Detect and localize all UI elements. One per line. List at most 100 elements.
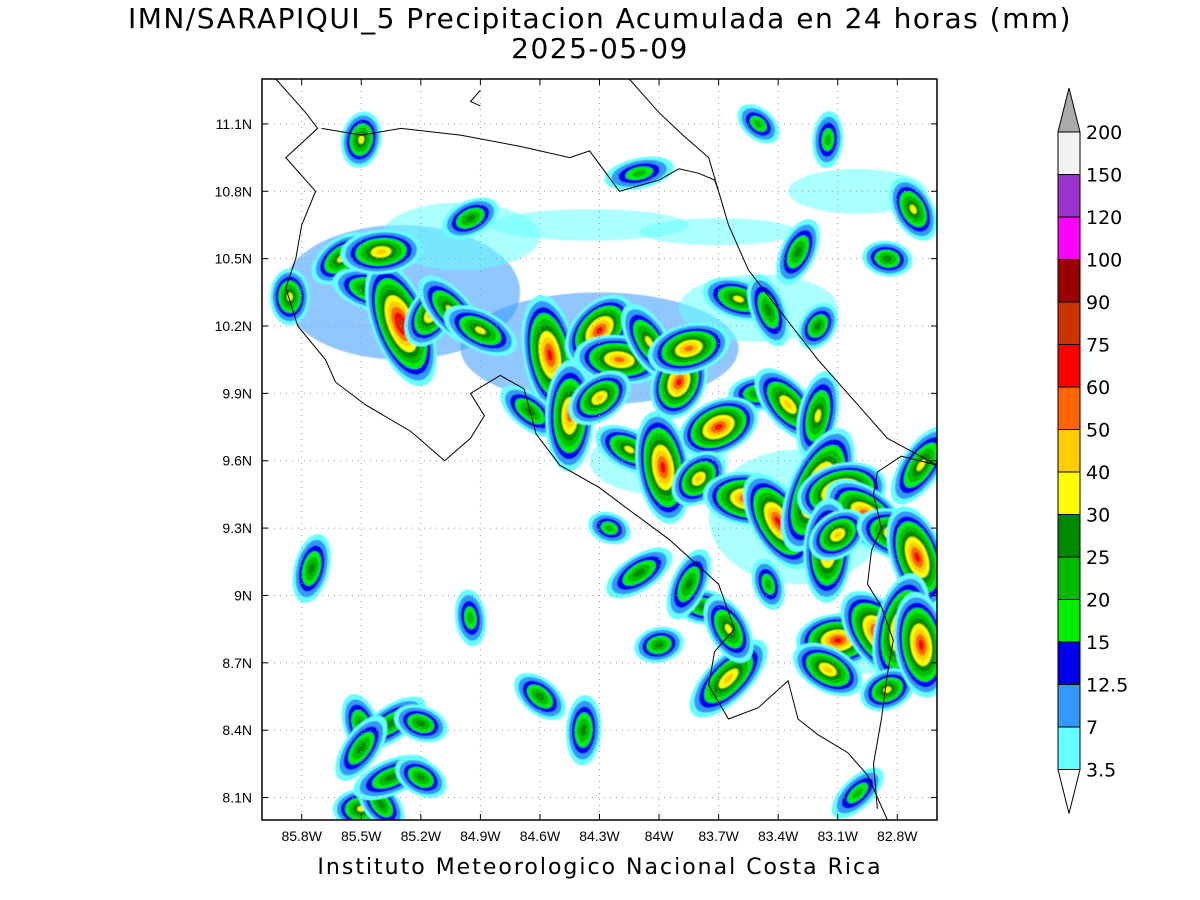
colorbar-swatch	[1057, 174, 1081, 218]
precip-cell	[666, 548, 712, 620]
colorbar-label: 150	[1086, 165, 1122, 187]
precip-cell	[292, 534, 331, 604]
coastlines	[275, 79, 937, 820]
precip-cell	[269, 268, 310, 326]
lat-tick-label: 9.9N	[222, 385, 252, 401]
colorbar-swatch	[1057, 684, 1081, 728]
lon-tick-label: 82.8W	[877, 828, 918, 844]
precip-cell	[797, 302, 839, 350]
lon-tick-label: 84.6W	[520, 828, 561, 844]
precip-cell	[514, 672, 566, 721]
colorbar-swatch	[1057, 599, 1081, 643]
precip-cell	[395, 756, 447, 798]
precip-cell	[751, 558, 785, 610]
lon-tick-label: 83.4W	[758, 828, 799, 844]
precip-cell	[604, 156, 674, 191]
colorbar-label: 90	[1086, 292, 1110, 314]
precip-cell	[443, 305, 517, 356]
footer-credit: Instituto Meteorologico Nacional Costa R…	[317, 855, 883, 880]
precip-cell	[860, 668, 915, 712]
colorbar: 3.5 7 12.5 15 20 25 30 40 50 60 75 90 100 120 150 200	[1057, 87, 1128, 814]
precip-cell	[606, 547, 673, 599]
colorbar-label: 3.5	[1086, 760, 1116, 782]
precip-cell	[335, 715, 388, 781]
lat-tick-label: 10.2N	[215, 318, 252, 334]
precip-cell	[862, 240, 913, 277]
precip-cell	[393, 704, 448, 743]
colorbar-label: 25	[1086, 547, 1110, 569]
lon-tick-label: 83.7W	[698, 828, 739, 844]
colorbar-swatch	[1057, 386, 1081, 430]
lat-tick-label: 9.6N	[222, 453, 252, 469]
lat-tick-label: 8.4N	[222, 722, 252, 738]
precip-patch	[639, 218, 799, 246]
colorbar-label: 75	[1086, 335, 1110, 357]
precipitation-field	[269, 104, 937, 820]
precip-cell	[703, 595, 754, 663]
lat-tick-label: 9.3N	[222, 520, 252, 536]
colorbar-label: 50	[1086, 420, 1110, 442]
lon-tick-label: 84W	[645, 828, 675, 844]
map-date: 2025-05-09	[511, 32, 689, 65]
colorbar-label: 20	[1086, 590, 1110, 612]
lon-tick-label: 85.8W	[281, 828, 322, 844]
colorbar-swatch	[1057, 641, 1081, 685]
coastline	[469, 89, 481, 107]
colorbar-swatch	[1057, 259, 1081, 303]
lon-tick-label: 84.9W	[460, 828, 501, 844]
lat-tick-label: 8.1N	[222, 790, 252, 806]
colorbar-label: 12.5	[1086, 675, 1128, 697]
colorbar-swatch	[1057, 556, 1081, 600]
coastline	[275, 79, 888, 820]
lon-tick-label: 85.5W	[341, 828, 382, 844]
colorbar-label: 30	[1086, 505, 1110, 527]
precip-cell	[889, 177, 937, 241]
precip-cell	[893, 592, 937, 698]
precip-cell	[737, 104, 780, 144]
precip-cell	[340, 229, 423, 275]
colorbar-swatch	[1057, 429, 1081, 473]
colorbar-label: 120	[1086, 207, 1122, 229]
lon-tick-label: 84.3W	[579, 828, 620, 844]
precip-cell	[588, 511, 631, 545]
lat-tick-label: 11.1N	[216, 116, 252, 132]
precip-cell	[454, 589, 487, 647]
colorbar-label: 60	[1086, 377, 1110, 399]
country-border	[321, 127, 720, 192]
colorbar-max-arrow	[1057, 87, 1081, 133]
colorbar-swatch	[1057, 344, 1081, 388]
colorbar-label: 100	[1086, 250, 1122, 272]
colorbar-swatch	[1057, 216, 1081, 260]
lon-tick-label: 83.1W	[818, 828, 859, 844]
coastline	[628, 79, 937, 466]
colorbar-label: 200	[1086, 122, 1122, 144]
colorbar-swatch	[1057, 726, 1081, 770]
precip-cell	[792, 642, 863, 697]
precip-cell	[747, 274, 790, 347]
precip-cell	[776, 219, 820, 285]
lat-tick-label: 8.7N	[222, 655, 252, 671]
country-border	[866, 455, 937, 809]
lat-tick-label: 9N	[234, 587, 252, 603]
lon-tick-label: 85.2W	[401, 828, 442, 844]
precip-cell	[812, 111, 844, 169]
colorbar-swatch	[1057, 514, 1081, 558]
colorbar-label: 40	[1086, 462, 1110, 484]
precip-cell	[648, 322, 730, 375]
colorbar-swatch	[1057, 131, 1081, 175]
precip-cell	[831, 767, 884, 819]
colorbar-swatch	[1057, 301, 1081, 345]
map-title: IMN/SARAPIQUI_5 Precipitacion Acumulada …	[127, 2, 1073, 35]
lat-tick-label: 10.5N	[215, 251, 252, 267]
precip-cell	[634, 626, 684, 663]
colorbar-swatch	[1057, 471, 1081, 515]
colorbar-min-arrow	[1057, 769, 1081, 814]
precip-cell	[679, 397, 759, 457]
precip-cell	[442, 197, 499, 239]
lat-tick-label: 10.8N	[215, 183, 252, 199]
colorbar-label: 15	[1086, 632, 1110, 654]
axis-ticks: 85.8W 85.5W 85.2W 84.9W 84.6W 84.3W 84W 83.7W 83…	[215, 79, 937, 844]
precip-cell	[565, 694, 602, 766]
colorbar-label: 7	[1086, 717, 1098, 739]
